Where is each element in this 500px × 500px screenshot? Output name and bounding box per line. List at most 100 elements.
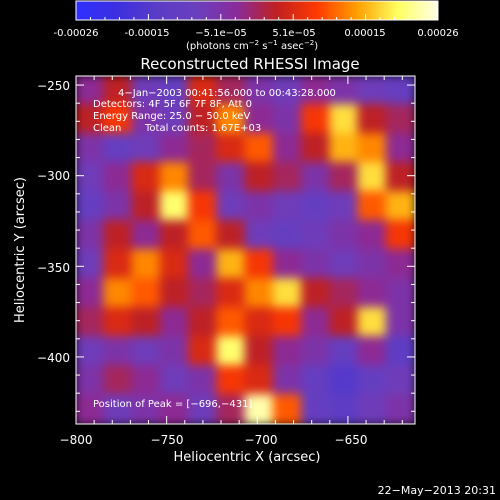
heatmap-cell [301, 336, 332, 367]
heatmap-cell [216, 336, 247, 367]
heatmap-cell [159, 76, 190, 106]
y-tick-label: −350 [37, 261, 70, 275]
heatmap-cell [131, 249, 162, 280]
heatmap-cell [272, 307, 303, 338]
heatmap-cell [244, 365, 275, 396]
heatmap-cell [329, 336, 360, 367]
heatmap-cell [188, 336, 219, 367]
heatmap-image [76, 76, 415, 424]
heatmap-cell [103, 336, 134, 367]
heatmap-cell [357, 162, 388, 193]
heatmap-cell [131, 336, 162, 367]
y-tick-label: −400 [37, 351, 70, 365]
heatmap-cell [244, 307, 275, 338]
heatmap-cell [385, 249, 415, 280]
heatmap-cell [103, 104, 134, 135]
heatmap-cell [159, 394, 190, 424]
colorbar-gradient [76, 1, 438, 20]
heatmap-cell [188, 104, 219, 135]
heatmap-cell [357, 336, 388, 367]
heatmap-cell [131, 365, 162, 396]
heatmap-cell [329, 220, 360, 251]
heatmap-cell [76, 220, 106, 251]
heatmap-cell [385, 394, 415, 424]
x-axis-ticks [75, 76, 403, 424]
heatmap-cell [103, 278, 134, 309]
heatmap-cell [272, 278, 303, 309]
heatmap-cell [329, 394, 360, 424]
heatmap-cell [159, 220, 190, 251]
heatmap-cell [76, 191, 106, 222]
heatmap-cell [159, 191, 190, 222]
heatmap-cell [272, 162, 303, 193]
heatmap-cell [329, 249, 360, 280]
heatmap-cell [76, 336, 106, 367]
colorbar-units: (photons cm−2 s−1 asec−2) [186, 39, 318, 52]
heatmap-cell [244, 162, 275, 193]
heatmap-cell [159, 162, 190, 193]
heatmap-cell [159, 365, 190, 396]
heatmap-cell [329, 104, 360, 135]
heatmap-cell [216, 249, 247, 280]
heatmap-cell [385, 191, 415, 222]
heatmap-cell [357, 278, 388, 309]
colorbar-tick-label: -0.00015 [125, 28, 170, 39]
heatmap-cell [301, 104, 332, 135]
heatmap-cell [131, 394, 162, 424]
heatmap-cell [103, 365, 134, 396]
heatmap-cell [103, 76, 134, 106]
heatmap-cell [329, 133, 360, 164]
heatmap-cell [216, 162, 247, 193]
heatmap-cell [216, 133, 247, 164]
y-axis-title: Heliocentric Y (arcsec) [13, 177, 28, 323]
heatmap-cell [244, 76, 275, 106]
heatmap-cell [329, 191, 360, 222]
heatmap-cell [272, 365, 303, 396]
heatmap-cell [357, 76, 388, 106]
heatmap-cell [357, 220, 388, 251]
heatmap-cell [76, 394, 106, 424]
heatmap-cell [159, 249, 190, 280]
heatmap-cell [357, 365, 388, 396]
heatmap-cell [357, 191, 388, 222]
heatmap-cell [301, 76, 332, 106]
colorbar-tick-label: 0.00015 [344, 28, 385, 39]
heatmap-cell [76, 365, 106, 396]
colorbar-tick-label: −5.1e−05 [195, 28, 247, 39]
heatmap-cell [188, 76, 219, 106]
heatmap-cell [272, 191, 303, 222]
heatmap-cell [216, 307, 247, 338]
x-tick-label: −800 [60, 433, 93, 447]
heatmap-cell [216, 220, 247, 251]
heatmap-cell [188, 365, 219, 396]
y-tick-label: −250 [37, 79, 70, 93]
heatmap-cell [272, 249, 303, 280]
colorbar-tick-label: -0.00026 [54, 28, 99, 39]
heatmap-cell [244, 220, 275, 251]
heatmap-cell [216, 394, 247, 424]
heatmap-cell [76, 162, 106, 193]
colorbar-frame [75, 0, 439, 21]
heatmap-cell [188, 191, 219, 222]
heatmap-cell [329, 76, 360, 106]
heatmap-cell [272, 76, 303, 106]
heatmap-cell [76, 307, 106, 338]
annotation-energy-range: Energy Range: 25.0 − 50.0 keV [93, 111, 250, 122]
plot-title: Reconstructed RHESSI Image [140, 55, 359, 73]
heatmap-cell [103, 220, 134, 251]
heatmap-cell [301, 278, 332, 309]
heatmap-cell [301, 220, 332, 251]
heatmap-cell [159, 278, 190, 309]
x-axis-title: Heliocentric X (arcsec) [174, 450, 321, 465]
heatmap-cell [301, 307, 332, 338]
generation-timestamp: 22−May−2013 20:31 [378, 484, 496, 497]
heatmap-cell [188, 249, 219, 280]
heatmap-cell [385, 336, 415, 367]
heatmap-cell [385, 307, 415, 338]
heatmap-cell [329, 365, 360, 396]
colorbar-ticks [75, 14, 439, 20]
heatmap-cell [76, 249, 106, 280]
heatmap-cell [188, 133, 219, 164]
annotation-detectors: Detectors: 4F 5F 6F 7F 8F, Att 0 [93, 99, 252, 110]
